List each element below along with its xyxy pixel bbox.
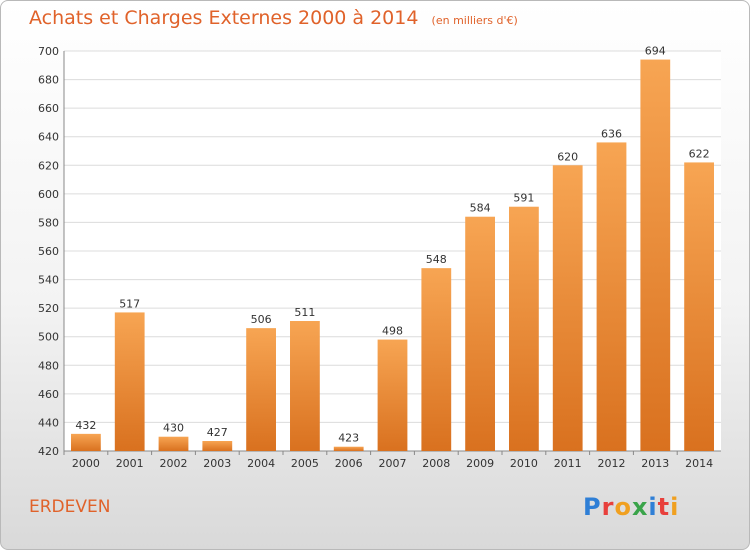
bar-value-label: 622 — [689, 147, 710, 160]
y-tick-label: 640 — [38, 131, 59, 144]
bar-value-label: 620 — [557, 150, 578, 163]
x-tick-label: 2008 — [422, 457, 450, 470]
x-tick-label: 2012 — [598, 457, 626, 470]
bar-value-label: 423 — [338, 432, 359, 445]
y-tick-label: 660 — [38, 102, 59, 115]
chart-unit: (en milliers d'€) — [431, 14, 518, 27]
bar-value-label: 636 — [601, 127, 622, 140]
bar — [158, 436, 189, 451]
y-tick-label: 480 — [38, 359, 59, 372]
bar — [640, 59, 671, 451]
x-tick-label: 2000 — [72, 457, 100, 470]
y-tick-label: 580 — [38, 216, 59, 229]
chart-title-text: Achats et Charges Externes 2000 à 2014 — [29, 7, 419, 29]
bar-value-label: 498 — [382, 325, 403, 338]
bar-value-label: 430 — [163, 422, 184, 435]
bar-value-label: 591 — [513, 192, 534, 205]
bar — [114, 312, 145, 451]
bar-value-label: 432 — [75, 419, 96, 432]
bar — [377, 339, 408, 451]
bar-value-label: 548 — [426, 253, 447, 266]
y-tick-label: 440 — [38, 416, 59, 429]
bar-value-label: 517 — [119, 297, 140, 310]
bar — [290, 321, 320, 451]
bar — [246, 328, 276, 451]
y-tick-label: 700 — [38, 45, 59, 58]
bar — [596, 142, 627, 451]
bar — [71, 433, 101, 451]
bar — [421, 268, 452, 451]
x-tick-label: 2005 — [291, 457, 319, 470]
y-tick-label: 680 — [38, 74, 59, 87]
x-tick-label: 2010 — [510, 457, 538, 470]
x-tick-label: 2003 — [203, 457, 231, 470]
bar-value-label: 584 — [470, 202, 491, 215]
y-tick-label: 420 — [38, 445, 59, 458]
bar-value-label: 511 — [294, 306, 315, 319]
y-tick-label: 540 — [38, 274, 59, 287]
bar — [684, 162, 714, 451]
logo-letter: P — [583, 493, 602, 521]
commune-name: ERDEVEN — [29, 497, 111, 517]
y-tick-label: 620 — [38, 159, 59, 172]
x-tick-label: 2007 — [379, 457, 407, 470]
y-tick-label: 460 — [38, 388, 59, 401]
y-tick-label: 560 — [38, 245, 59, 258]
x-tick-label: 2006 — [335, 457, 363, 470]
x-tick-label: 2002 — [160, 457, 188, 470]
bar — [552, 165, 583, 452]
logo-letter: i — [648, 493, 658, 521]
bar — [202, 441, 233, 451]
logo-letter: t — [657, 493, 671, 521]
bar — [509, 206, 539, 451]
y-tick-label: 520 — [38, 302, 59, 315]
x-tick-label: 2001 — [116, 457, 144, 470]
logo-letter: x — [631, 493, 649, 521]
bar-value-label: 427 — [207, 426, 228, 439]
logo-letter: o — [614, 493, 632, 521]
bar-value-label: 694 — [645, 45, 666, 58]
x-tick-label: 2013 — [641, 457, 669, 470]
y-tick-label: 500 — [38, 331, 59, 344]
x-tick-label: 2004 — [247, 457, 275, 470]
logo-letter: r — [601, 493, 615, 521]
x-tick-label: 2014 — [685, 457, 713, 470]
y-tick-label: 600 — [38, 188, 59, 201]
logo-letter: i — [670, 493, 680, 521]
bar — [333, 446, 364, 451]
x-tick-label: 2009 — [466, 457, 494, 470]
chart-title: Achats et Charges Externes 2000 à 2014 (… — [29, 7, 518, 29]
x-tick-label: 2011 — [554, 457, 582, 470]
bar-value-label: 506 — [251, 313, 272, 326]
bar — [465, 216, 495, 451]
proxiti-logo: Proxiti — [583, 493, 679, 521]
